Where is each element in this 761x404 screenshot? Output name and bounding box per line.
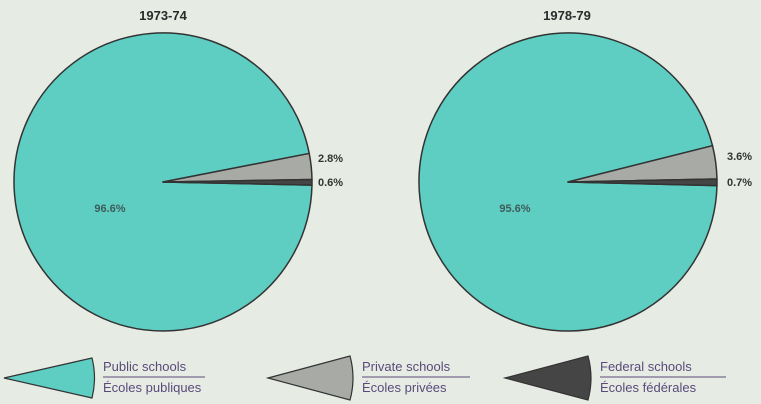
slice-label-federal-1978-79: 0.7%	[727, 177, 752, 189]
chart-title-1973-74: 1973-74	[139, 8, 187, 23]
slice-label-public-1973-74: 96.6%	[94, 203, 125, 215]
slice-label-public-1978-79: 95.6%	[499, 203, 530, 215]
chart-title-1978-79: 1978-79	[543, 8, 591, 23]
legend-swatch-public	[3, 357, 96, 399]
legend-item-federal: Federal schools Écoles fédérales	[502, 355, 726, 401]
legend-label-public-fr: Écoles publiques	[103, 380, 202, 395]
legend-item-private: Private schools Écoles privées	[265, 355, 470, 401]
legend-label-private-fr: Écoles privées	[362, 380, 447, 395]
pie-chart-1973-74: 1973-74 96.6% 2.8% 0.6%	[13, 8, 343, 332]
legend-swatch-private	[265, 355, 354, 401]
legend: Public schools Écoles publiques Private …	[3, 355, 726, 401]
legend-label-private-en: Private schools	[362, 359, 451, 374]
legend-label-public-en: Public schools	[103, 359, 187, 374]
slice-label-private-1978-79: 3.6%	[727, 151, 752, 163]
legend-swatch-federal	[502, 355, 592, 401]
slice-label-federal-1973-74: 0.6%	[318, 177, 343, 189]
pie-chart-1978-79: 1978-79 95.6% 3.6% 0.7%	[418, 8, 752, 332]
legend-label-federal-en: Federal schools	[600, 359, 692, 374]
slice-label-private-1973-74: 2.8%	[318, 153, 343, 165]
pie-slices-1973-74	[13, 32, 313, 332]
legend-item-public: Public schools Écoles publiques	[3, 357, 205, 399]
pie-slice-federal-1978-79	[567, 178, 718, 187]
pie-slice-federal-1973-74	[162, 178, 313, 186]
legend-label-federal-fr: Écoles fédérales	[600, 380, 697, 395]
pie-slices-1978-79	[418, 32, 718, 332]
